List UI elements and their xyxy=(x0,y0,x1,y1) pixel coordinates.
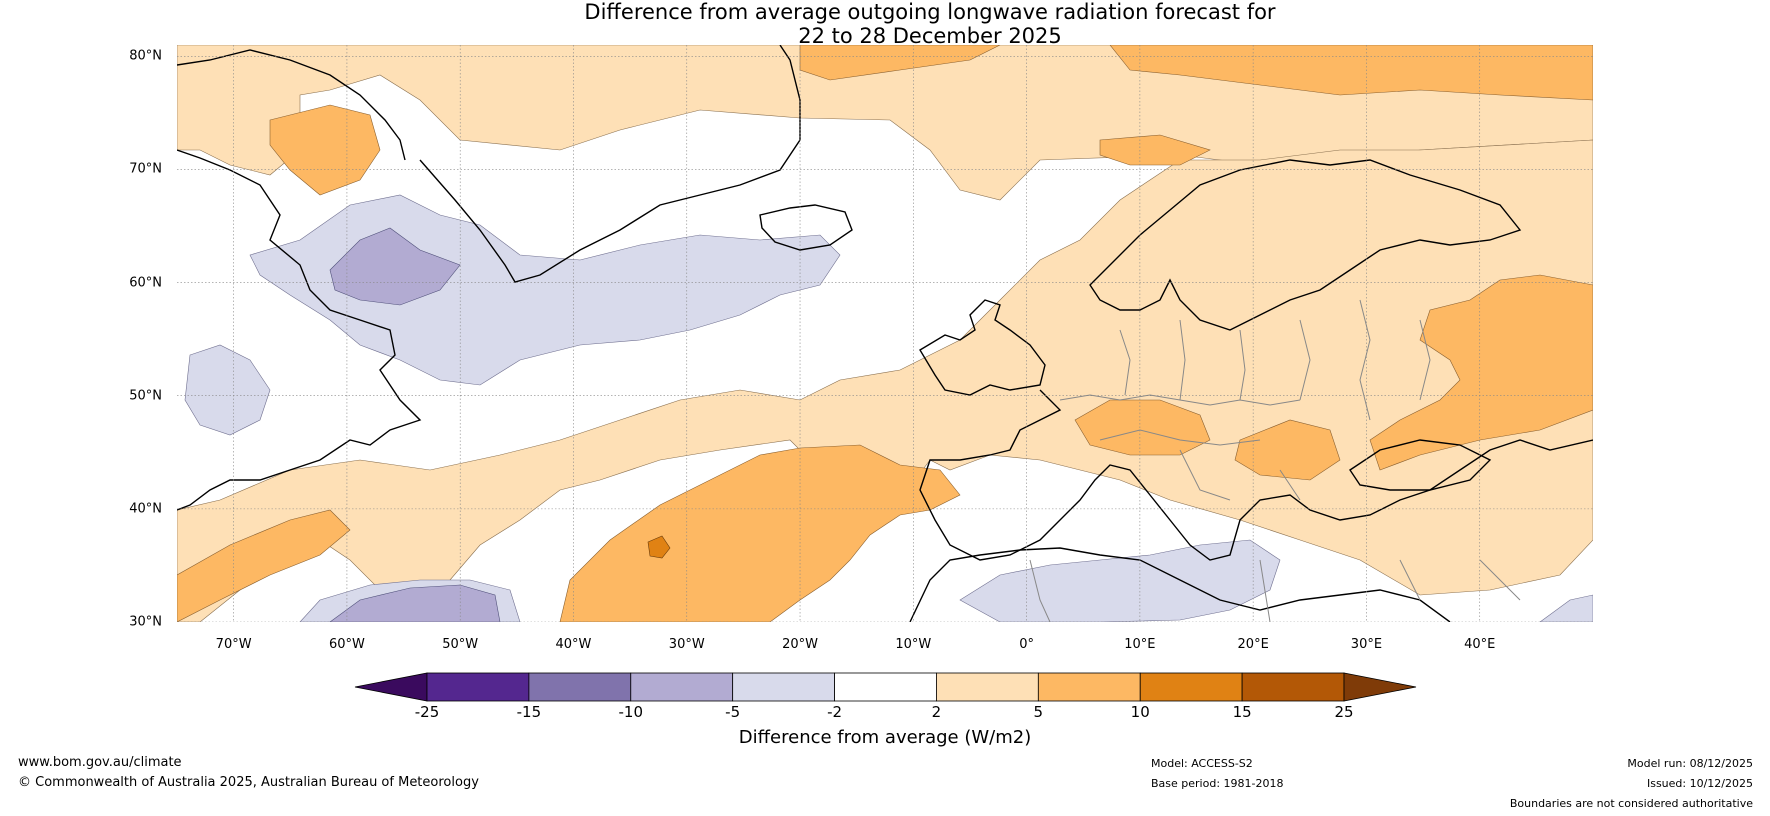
footer-model: Model: ACCESS-S2 xyxy=(1151,757,1253,770)
footer-model-run: Model run: 08/12/2025 xyxy=(1627,757,1753,770)
map-field xyxy=(177,45,1593,622)
anomaly-purple-greenland-south xyxy=(329,227,461,306)
anomaly-orange-norwegian-sea xyxy=(1099,134,1211,166)
lon-label-40e: 40°E xyxy=(1464,637,1496,652)
colorbar-tick-minus5: -5 xyxy=(725,703,741,721)
graticule xyxy=(177,45,1593,622)
colorbar-tick-10: 10 xyxy=(1130,703,1150,721)
lat-label-70n: 70°N xyxy=(129,161,162,177)
colorbar-tick-minus2: -2 xyxy=(827,703,843,721)
footer-disclaimer: Boundaries are not considered authoritat… xyxy=(1509,797,1753,810)
anomaly-light-purple-labrador-coast xyxy=(184,344,271,436)
anomaly-orange-balkans xyxy=(1234,419,1341,481)
anomaly-orange-us-east xyxy=(177,509,351,622)
footer-base-period: Base period: 1981-2018 xyxy=(1151,777,1284,790)
country-borders xyxy=(1029,299,1521,622)
anomaly-dark-orange-spot xyxy=(647,535,671,559)
title-line-2: 22 to 28 December 2025 xyxy=(798,24,1062,48)
coastline-iceland xyxy=(759,204,853,251)
anomaly-orange-russia xyxy=(1369,274,1593,471)
anomaly-orange-central-atlantic xyxy=(559,444,961,622)
lon-label-50w: 50°W xyxy=(442,637,479,652)
coastline-british-isles xyxy=(919,299,1046,396)
lat-label-40n: 40°N xyxy=(129,501,162,517)
lon-label-10w: 10°W xyxy=(895,637,932,652)
colorbar-tick-25: 25 xyxy=(1334,703,1354,721)
coastline-north-africa xyxy=(909,547,1451,622)
lon-label-30w: 30°W xyxy=(668,637,705,652)
anomaly-light-purple-north-africa xyxy=(959,539,1281,622)
title-line-1: Difference from average outgoing longwav… xyxy=(584,0,1276,24)
lon-label-40w: 40°W xyxy=(555,637,592,652)
lon-label-20e: 20°E xyxy=(1237,637,1269,652)
colorbar-tick-5: 5 xyxy=(1033,703,1044,721)
coastline-baffin xyxy=(177,49,406,161)
colorbar-tick-minus25: -25 xyxy=(414,703,440,721)
lon-label-70w: 70°W xyxy=(215,637,252,652)
anomaly-orange-svalbard xyxy=(1109,45,1593,101)
footer-website: www.bom.gov.au/climate xyxy=(18,755,182,770)
chart-title: Difference from average outgoing longwav… xyxy=(400,0,1460,48)
lat-label-80n: 80°N xyxy=(129,48,162,64)
coastline-scandinavia xyxy=(1089,159,1522,331)
lon-label-30e: 30°E xyxy=(1350,637,1383,652)
colorbar-tick-minus15: -15 xyxy=(516,703,542,721)
footer-copyright: © Commonwealth of Australia 2025, Austra… xyxy=(18,775,479,790)
lat-label-50n: 50°N xyxy=(129,388,162,404)
colorbar-label: Difference from average (W/m2) xyxy=(738,727,1032,748)
lon-label-0: 0° xyxy=(1019,637,1034,652)
lat-label-60n: 60°N xyxy=(129,275,162,291)
anomaly-orange-labrador xyxy=(269,104,381,196)
coastline-canada xyxy=(177,149,422,511)
lon-label-10e: 10°E xyxy=(1124,637,1156,652)
colorbar-tick-minus10: -10 xyxy=(618,703,644,721)
lon-label-20w: 20°W xyxy=(782,637,818,652)
footer-issued: Issued: 10/12/2025 xyxy=(1646,777,1753,790)
lon-label-60w: 60°W xyxy=(328,637,365,652)
colorbar-tick-2: 2 xyxy=(931,703,942,721)
anomaly-light-purple-east-edge xyxy=(1539,594,1593,622)
lat-label-30n: 30°N xyxy=(129,614,162,630)
colorbar-tick-15: 15 xyxy=(1232,703,1252,721)
anomaly-orange-alps xyxy=(1074,399,1211,456)
